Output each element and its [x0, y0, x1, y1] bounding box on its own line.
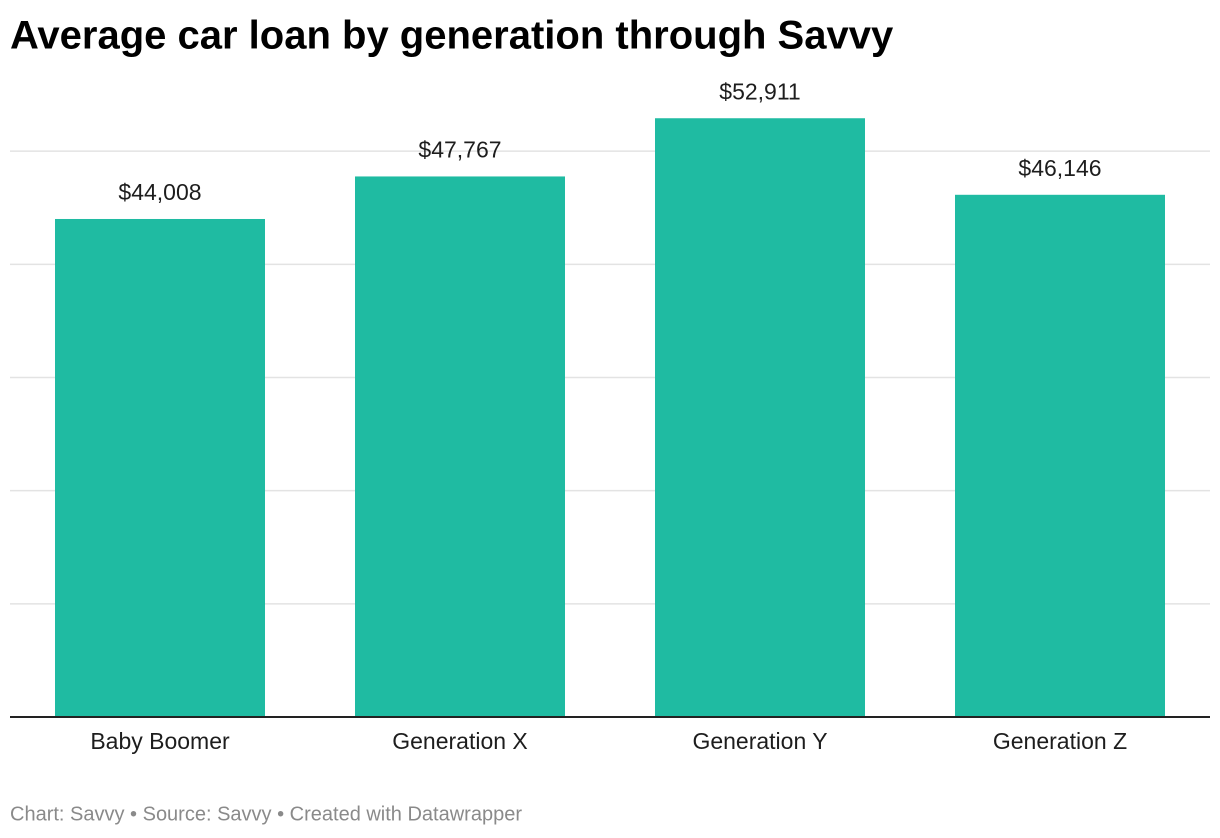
footer-note: Chart: Savvy • Source: Savvy • Created w…	[10, 803, 522, 825]
bar	[655, 118, 865, 718]
value-label: $47,767	[418, 137, 501, 163]
value-label: $52,911	[719, 78, 800, 104]
x-tick-label: Generation Y	[692, 728, 827, 754]
bar	[355, 176, 565, 717]
bar	[955, 194, 1165, 717]
bar	[55, 218, 265, 717]
x-tick-label: Baby Boomer	[90, 728, 230, 754]
x-tick-label: Generation X	[392, 728, 528, 754]
value-label: $46,146	[1018, 155, 1101, 181]
chart-title: Average car loan by generation through S…	[10, 14, 894, 58]
x-tick-label: Generation Z	[993, 728, 1127, 754]
value-label: $44,008	[118, 179, 201, 205]
